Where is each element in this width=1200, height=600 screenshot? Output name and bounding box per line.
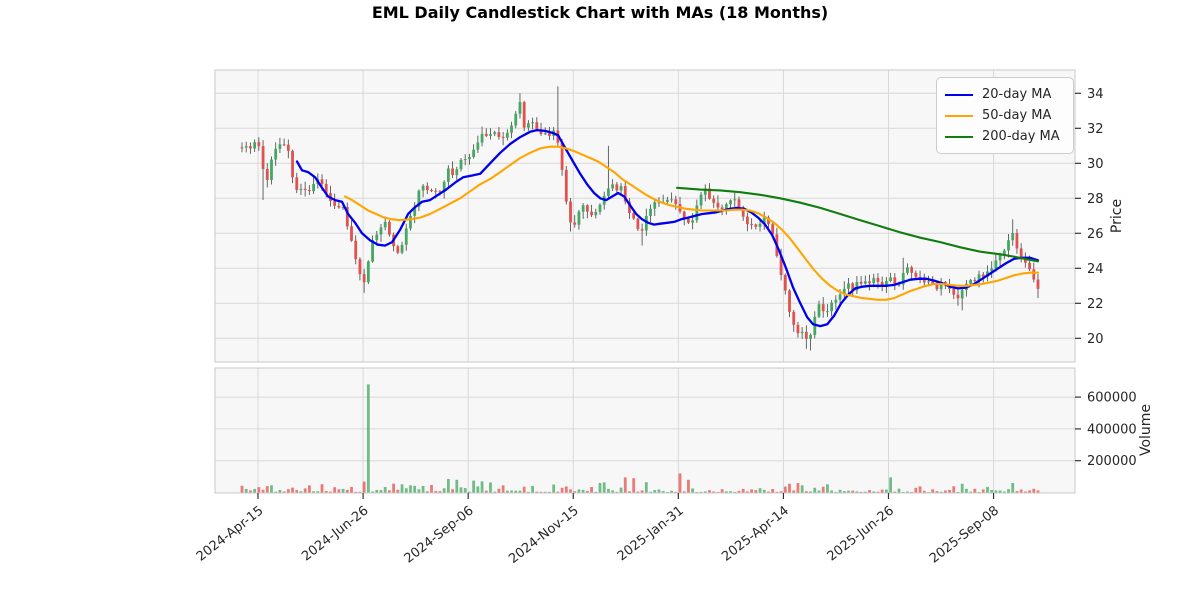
svg-text:34: 34 — [1087, 87, 1104, 102]
legend-line-swatch — [945, 135, 973, 138]
chart-title: EML Daily Candlestick Chart with MAs (18… — [371, 3, 829, 22]
svg-text:24: 24 — [1087, 262, 1104, 277]
svg-text:2025-Jun-26: 2025-Jun-26 — [825, 503, 897, 564]
svg-text:20: 20 — [1087, 332, 1104, 347]
legend: 20-day MA 50-day MA 200-day MA — [936, 77, 1074, 154]
svg-text:30: 30 — [1087, 157, 1104, 172]
svg-text:26: 26 — [1087, 227, 1104, 242]
svg-text:400000: 400000 — [1087, 422, 1137, 437]
legend-item-200-day-ma: 200-day MA — [945, 126, 1065, 147]
legend-line-swatch — [945, 114, 973, 117]
legend-line-swatch — [945, 93, 973, 96]
svg-text:2024-Sep-06: 2024-Sep-06 — [402, 503, 477, 566]
svg-text:2024-Jun-26: 2024-Jun-26 — [299, 503, 371, 564]
ma20-line — [295, 128, 1040, 328]
svg-text:2025-Sep-08: 2025-Sep-08 — [927, 503, 1002, 566]
panel-borders — [214, 69, 1076, 494]
legend-item-50-day-ma: 50-day MA — [945, 105, 1065, 126]
svg-text:200000: 200000 — [1087, 454, 1137, 469]
svg-text:600000: 600000 — [1087, 391, 1137, 406]
price-axis-label: Price — [1109, 199, 1125, 233]
svg-text:2024-Nov-15: 2024-Nov-15 — [506, 503, 581, 567]
svg-text:28: 28 — [1087, 192, 1104, 207]
legend-label: 20-day MA — [982, 87, 1052, 102]
ma200-line — [676, 186, 1040, 263]
svg-text:2024-Apr-15: 2024-Apr-15 — [194, 503, 267, 564]
gridlines — [215, 70, 1075, 493]
ma50-line — [343, 145, 1040, 301]
volume-axis-label: Volume — [1138, 404, 1154, 456]
legend-item-20-day-ma: 20-day MA — [945, 84, 1065, 105]
legend-label: 200-day MA — [982, 129, 1060, 144]
svg-text:22: 22 — [1087, 297, 1104, 312]
svg-text:2025-Apr-14: 2025-Apr-14 — [719, 503, 792, 564]
svg-text:32: 32 — [1087, 122, 1104, 137]
moving-average-lines — [295, 128, 1040, 328]
volume-bars — [240, 384, 1040, 493]
svg-text:2025-Jan-31: 2025-Jan-31 — [615, 503, 687, 564]
legend-label: 50-day MA — [982, 108, 1052, 123]
